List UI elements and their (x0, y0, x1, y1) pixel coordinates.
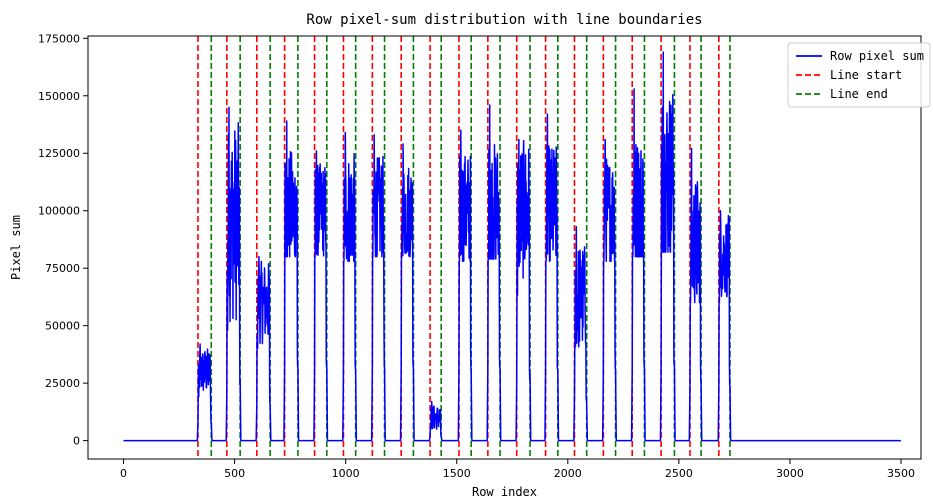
plot-area (123, 36, 902, 459)
legend-entry: Line end (830, 87, 888, 101)
x-tick-label: 2500 (665, 467, 693, 480)
x-tick-label: 3000 (776, 467, 804, 480)
y-tick-label: 175000 (38, 32, 80, 45)
y-tick-label: 75000 (45, 262, 80, 275)
x-tick-label: 500 (224, 467, 245, 480)
series-row-pixel-sum (123, 51, 902, 442)
chart-title: Row pixel-sum distribution with line bou… (306, 12, 702, 28)
y-tick-label: 25000 (45, 377, 80, 390)
plot-frame (87, 35, 922, 460)
y-tick-label: 50000 (45, 320, 80, 333)
x-tick-label: 2000 (554, 467, 582, 480)
y-tick-label: 125000 (38, 147, 80, 160)
y-axis-label: Pixel sum (9, 215, 23, 280)
y-tick-label: 0 (73, 435, 80, 448)
x-tick-label: 0 (120, 467, 127, 480)
y-tick-label: 150000 (38, 90, 80, 103)
y-tick-label: 100000 (38, 205, 80, 218)
x-tick-label: 1500 (443, 467, 471, 480)
legend-box (787, 42, 931, 108)
x-tick-label: 1000 (332, 467, 360, 480)
x-tick-label: 3500 (887, 467, 915, 480)
legend-entry: Line start (830, 68, 902, 82)
legend-entry: Row pixel sum (830, 49, 924, 63)
axes: 0 500 1000 1500 2000 2500 3000 3500 0 25000 50000 7… (38, 32, 922, 480)
legend: Row pixel sum Line start Line end (787, 42, 931, 108)
x-axis-label: Row index (472, 485, 537, 499)
